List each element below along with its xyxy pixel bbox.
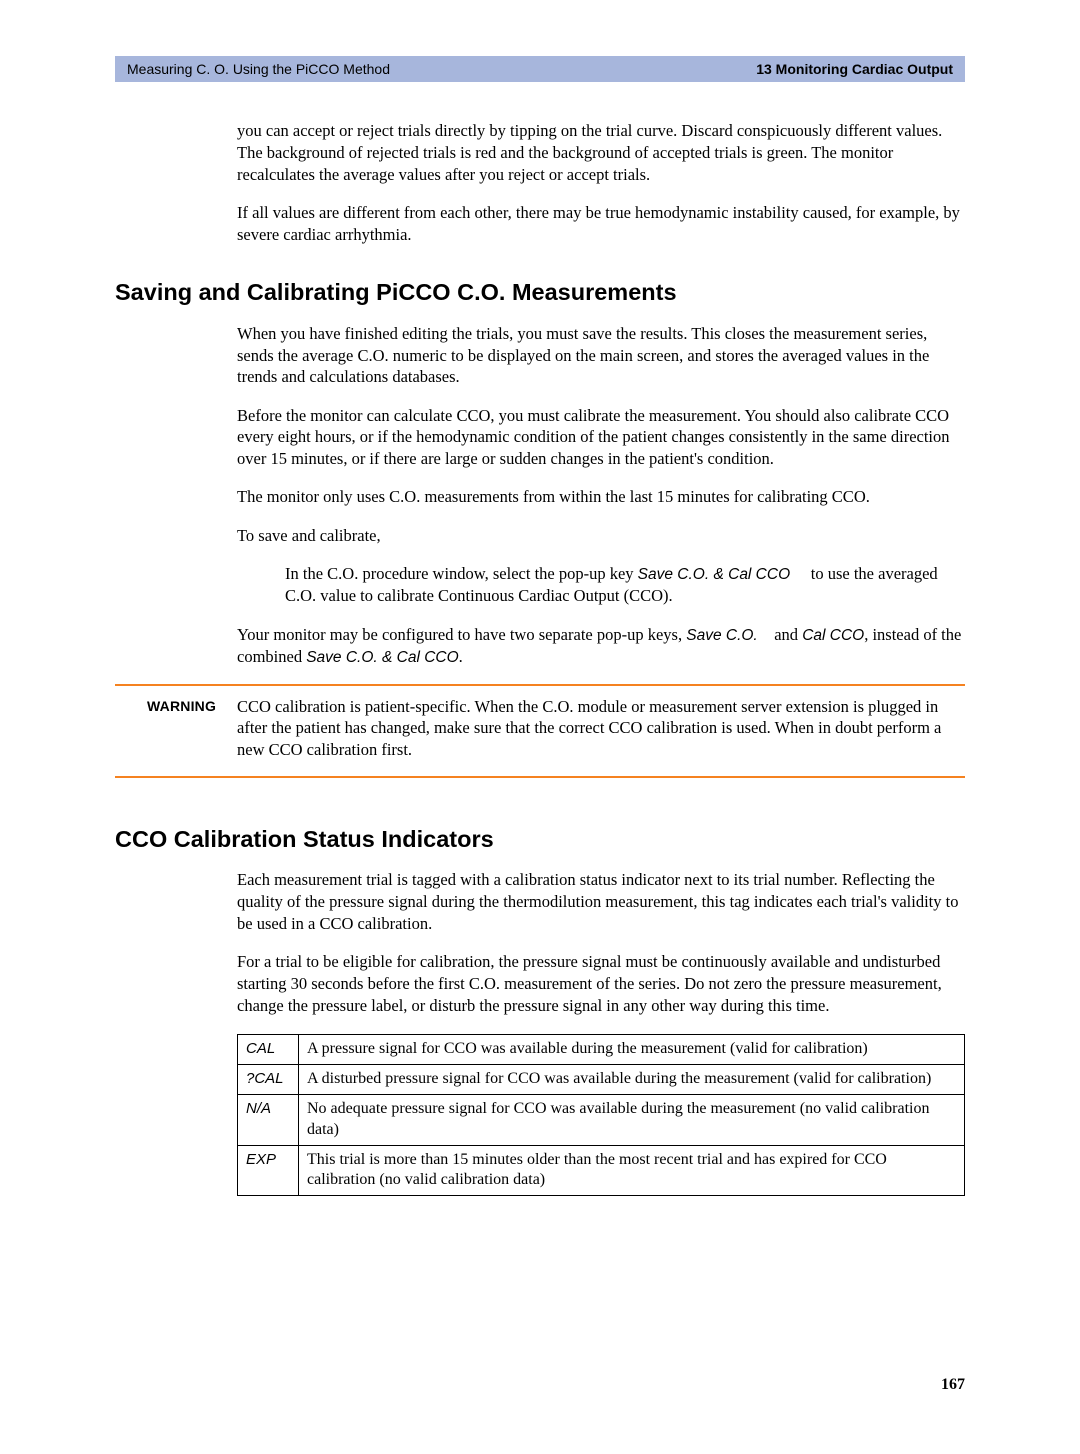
table-row: CAL A pressure signal for CCO was availa…	[238, 1035, 965, 1065]
header-left-text: Measuring C. O. Using the PiCCO Method	[127, 61, 390, 77]
section2-body: Each measurement trial is tagged with a …	[237, 869, 965, 1196]
status-desc: A pressure signal for CCO was available …	[299, 1035, 965, 1065]
document-page: Measuring C. O. Using the PiCCO Method 1…	[0, 0, 1080, 1454]
section-title-indicators: CCO Calibration Status Indicators	[115, 826, 965, 853]
warning-label: WARNING	[115, 696, 237, 714]
status-code: N/A	[238, 1095, 299, 1146]
step-pre: In the C.O. procedure window, select the…	[285, 564, 638, 583]
popup-key-save: Save C.O.	[686, 627, 758, 644]
status-code: ?CAL	[238, 1065, 299, 1095]
status-indicator-table: CAL A pressure signal for CCO was availa…	[237, 1034, 965, 1196]
p5-mid: and	[770, 625, 802, 644]
table-row: N/A No adequate pressure signal for CCO …	[238, 1095, 965, 1146]
status-desc: This trial is more than 15 minutes older…	[299, 1145, 965, 1196]
table-row: ?CAL A disturbed pressure signal for CCO…	[238, 1065, 965, 1095]
status-code: EXP	[238, 1145, 299, 1196]
section2-p1: Each measurement trial is tagged with a …	[237, 869, 965, 934]
p5-pre: Your monitor may be configured to have t…	[237, 625, 686, 644]
header-right-text: 13 Monitoring Cardiac Output	[756, 61, 953, 77]
popup-key-save-cal: Save C.O. & Cal CCO	[638, 566, 790, 583]
warning-text: CCO calibration is patient-specific. Whe…	[237, 696, 965, 761]
section1-p3: The monitor only uses C.O. measurements …	[237, 486, 965, 508]
section1-p4: To save and calibrate,	[237, 525, 965, 547]
warning-rule-top	[115, 684, 965, 686]
section-title-saving: Saving and Calibrating PiCCO C.O. Measur…	[115, 279, 965, 306]
section1-body: When you have finished editing the trial…	[237, 323, 965, 669]
intro-block: you can accept or reject trials directly…	[237, 120, 965, 245]
page-header: Measuring C. O. Using the PiCCO Method 1…	[115, 56, 965, 82]
status-desc: No adequate pressure signal for CCO was …	[299, 1095, 965, 1146]
step-text: In the C.O. procedure window, select the…	[285, 563, 965, 607]
section1-p1: When you have finished editing the trial…	[237, 323, 965, 388]
status-code: CAL	[238, 1035, 299, 1065]
popup-key-cal: Cal CCO	[802, 627, 864, 644]
popup-key-save-cal-2: Save C.O. & Cal CCO	[306, 649, 458, 666]
section1-p5: Your monitor may be configured to have t…	[237, 624, 965, 669]
intro-paragraph-2: If all values are different from each ot…	[237, 202, 965, 246]
status-desc: A disturbed pressure signal for CCO was …	[299, 1065, 965, 1095]
section1-p2: Before the monitor can calculate CCO, yo…	[237, 405, 965, 470]
page-number: 167	[115, 1376, 965, 1394]
section2-p2: For a trial to be eligible for calibrati…	[237, 951, 965, 1016]
p5-end: .	[459, 647, 463, 666]
step-block: In the C.O. procedure window, select the…	[285, 563, 965, 607]
warning-block: WARNING CCO calibration is patient-speci…	[115, 696, 965, 761]
table-row: EXP This trial is more than 15 minutes o…	[238, 1145, 965, 1196]
intro-paragraph-1: you can accept or reject trials directly…	[237, 120, 965, 185]
warning-rule-bottom	[115, 776, 965, 778]
table-body: CAL A pressure signal for CCO was availa…	[238, 1035, 965, 1196]
